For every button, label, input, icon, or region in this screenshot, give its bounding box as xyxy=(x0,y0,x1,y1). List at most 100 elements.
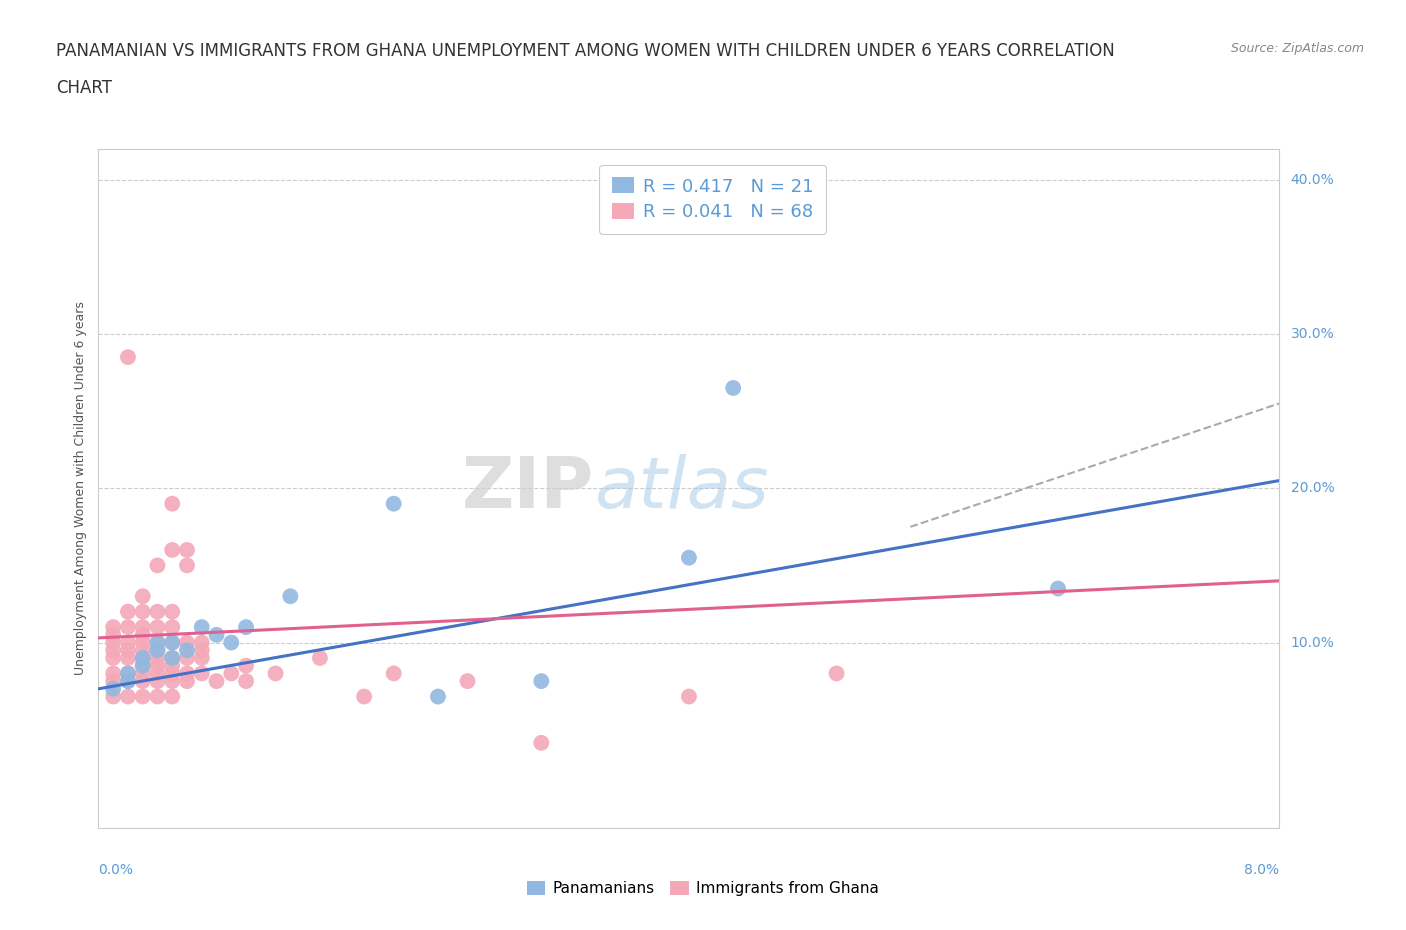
Point xyxy=(132,658,155,673)
Point xyxy=(162,651,183,666)
Point xyxy=(426,689,449,704)
Point xyxy=(117,619,139,634)
Point xyxy=(117,666,139,681)
Point xyxy=(456,673,478,688)
Point xyxy=(191,643,214,658)
Point xyxy=(162,497,183,512)
Point xyxy=(191,666,214,681)
Text: 10.0%: 10.0% xyxy=(1291,635,1334,649)
Point xyxy=(146,673,169,688)
Point xyxy=(117,673,139,688)
Point xyxy=(146,619,169,634)
Text: atlas: atlas xyxy=(595,454,769,523)
Y-axis label: Unemployment Among Women with Children Under 6 years: Unemployment Among Women with Children U… xyxy=(75,301,87,675)
Legend: R = 0.417   N = 21, R = 0.041   N = 68: R = 0.417 N = 21, R = 0.041 N = 68 xyxy=(599,165,825,233)
Point xyxy=(162,635,183,650)
Point xyxy=(146,635,169,650)
Text: PANAMANIAN VS IMMIGRANTS FROM GHANA UNEMPLOYMENT AMONG WOMEN WITH CHILDREN UNDER: PANAMANIAN VS IMMIGRANTS FROM GHANA UNEM… xyxy=(56,42,1115,60)
Point xyxy=(132,651,155,666)
Point xyxy=(176,666,198,681)
Point xyxy=(132,666,155,681)
Point xyxy=(146,658,169,673)
Point xyxy=(117,350,139,365)
Point xyxy=(176,542,198,557)
Point xyxy=(235,673,257,688)
Point xyxy=(146,604,169,619)
Point xyxy=(648,203,671,218)
Point xyxy=(353,689,375,704)
Point xyxy=(103,619,124,634)
Point xyxy=(678,689,700,704)
Text: Source: ZipAtlas.com: Source: ZipAtlas.com xyxy=(1230,42,1364,55)
Point xyxy=(308,651,332,666)
Point xyxy=(103,651,124,666)
Point xyxy=(264,666,287,681)
Point xyxy=(530,673,553,688)
Text: 0.0%: 0.0% xyxy=(98,862,134,877)
Point xyxy=(132,589,155,604)
Point xyxy=(103,643,124,658)
Point xyxy=(162,689,183,704)
Point xyxy=(132,628,155,643)
Point xyxy=(117,689,139,704)
Text: CHART: CHART xyxy=(56,79,112,97)
Point xyxy=(117,643,139,658)
Point xyxy=(205,673,228,688)
Point xyxy=(117,666,139,681)
Point xyxy=(176,651,198,666)
Point xyxy=(162,666,183,681)
Point xyxy=(219,635,242,650)
Point xyxy=(205,628,228,643)
Point xyxy=(382,497,405,512)
Point xyxy=(103,628,124,643)
Point xyxy=(117,651,139,666)
Point xyxy=(235,619,257,634)
Point xyxy=(103,689,124,704)
Point xyxy=(176,635,198,650)
Point xyxy=(146,643,169,658)
Point xyxy=(1046,581,1069,596)
Point xyxy=(103,666,124,681)
Point xyxy=(146,651,169,666)
Point xyxy=(103,682,124,697)
Point xyxy=(132,673,155,688)
Point xyxy=(721,380,744,395)
Text: 20.0%: 20.0% xyxy=(1291,481,1334,496)
Point xyxy=(132,643,155,658)
Text: 8.0%: 8.0% xyxy=(1244,862,1279,877)
Text: 30.0%: 30.0% xyxy=(1291,327,1334,341)
Point xyxy=(176,643,198,658)
Point xyxy=(132,658,155,673)
Point xyxy=(191,651,214,666)
Point xyxy=(176,673,198,688)
Point xyxy=(146,643,169,658)
Point xyxy=(132,604,155,619)
Point xyxy=(117,673,139,688)
Point xyxy=(132,619,155,634)
Point xyxy=(117,604,139,619)
Point xyxy=(678,551,700,565)
Point xyxy=(117,635,139,650)
Point xyxy=(219,666,242,681)
Point xyxy=(825,666,848,681)
Point xyxy=(162,635,183,650)
Point xyxy=(162,658,183,673)
Point xyxy=(191,619,214,634)
Point xyxy=(278,589,301,604)
Point xyxy=(162,673,183,688)
Point xyxy=(132,651,155,666)
Legend: Panamanians, Immigrants from Ghana: Panamanians, Immigrants from Ghana xyxy=(519,873,887,904)
Point xyxy=(382,666,405,681)
Point xyxy=(103,635,124,650)
Point xyxy=(146,666,169,681)
Point xyxy=(146,558,169,573)
Point xyxy=(132,635,155,650)
Point xyxy=(235,658,257,673)
Point xyxy=(162,604,183,619)
Point xyxy=(146,689,169,704)
Text: 40.0%: 40.0% xyxy=(1291,173,1334,187)
Point xyxy=(191,635,214,650)
Point xyxy=(162,542,183,557)
Text: ZIP: ZIP xyxy=(463,454,595,523)
Point xyxy=(162,619,183,634)
